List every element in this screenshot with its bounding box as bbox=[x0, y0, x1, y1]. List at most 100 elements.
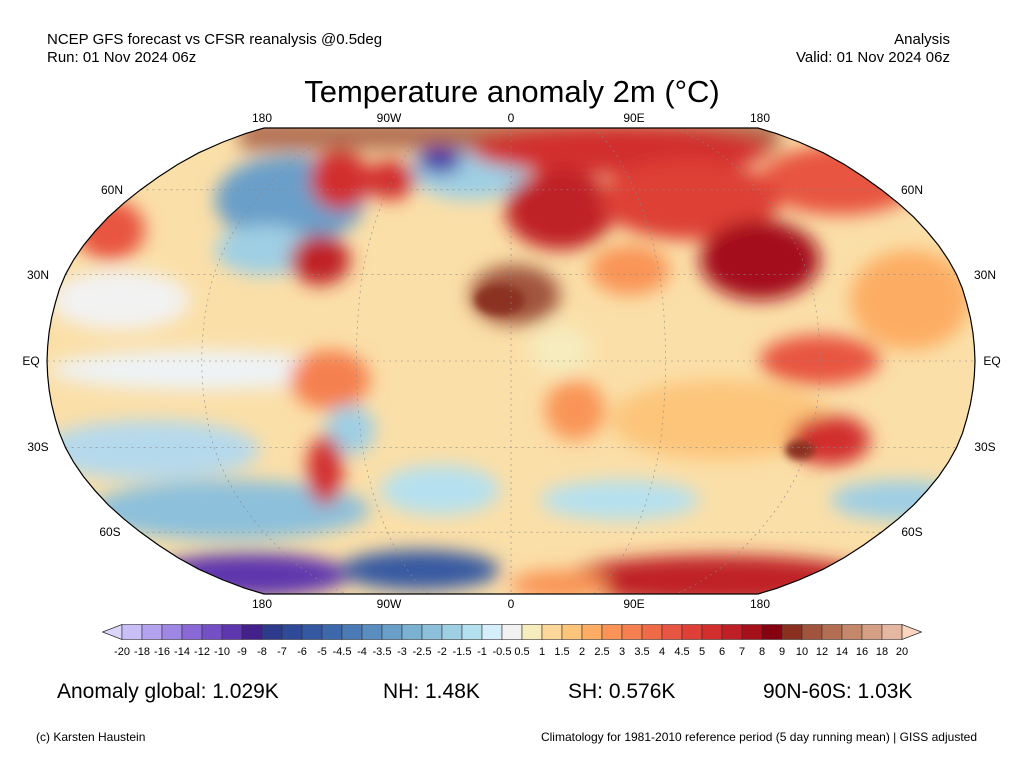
lat-label-left: 30S bbox=[27, 440, 49, 454]
colorbar-tick-label: 2 bbox=[578, 646, 586, 658]
analysis-label: Analysis bbox=[894, 31, 950, 48]
colorbar-tick-label: -9 bbox=[237, 646, 247, 658]
colorbar-tick-label: -10 bbox=[214, 646, 230, 658]
colorbar-tick-label: -8 bbox=[257, 646, 267, 658]
colorbar-swatch bbox=[181, 624, 203, 640]
colorbar-swatch bbox=[321, 624, 343, 640]
global-anomaly: Anomaly global: 1.029K bbox=[57, 680, 279, 703]
colorbar-swatch bbox=[581, 624, 603, 640]
colorbar-tick-label: 5 bbox=[698, 646, 706, 658]
lon-label-bottom: 180 bbox=[749, 597, 771, 611]
colorbar bbox=[102, 624, 922, 640]
meridian-line bbox=[201, 128, 347, 594]
colorbar-swatch bbox=[121, 624, 143, 640]
map-outline bbox=[46, 127, 976, 595]
colorbar-tick-label: -1.5 bbox=[452, 646, 472, 658]
lat-label-left: 60N bbox=[100, 183, 124, 197]
lat-label-right: 60S bbox=[901, 525, 923, 539]
colorbar-swatch bbox=[701, 624, 723, 640]
colorbar-tick-label: 1 bbox=[538, 646, 546, 658]
lon-label-top: 180 bbox=[749, 111, 771, 125]
band-anomaly: 90N-60S: 1.03K bbox=[763, 680, 913, 703]
colorbar-tick-label: 0.5 bbox=[514, 646, 530, 658]
colorbar-swatch bbox=[161, 624, 183, 640]
colorbar-swatch bbox=[621, 624, 643, 640]
page-title: Temperature anomaly 2m (°C) bbox=[304, 74, 720, 109]
colorbar-swatch bbox=[721, 624, 743, 640]
colorbar-tick-label: -3 bbox=[397, 646, 407, 658]
colorbar-swatch bbox=[841, 624, 863, 640]
lon-label-bottom: 0 bbox=[507, 597, 515, 611]
colorbar-tick-label: -5 bbox=[317, 646, 327, 658]
lon-label-bottom: 180 bbox=[251, 597, 273, 611]
lon-label-top: 90E bbox=[623, 111, 645, 125]
nh-anomaly: NH: 1.48K bbox=[383, 680, 480, 703]
colorbar-tick-label: -1 bbox=[477, 646, 487, 658]
colorbar-swatch bbox=[601, 624, 623, 640]
lon-label-bottom: 90E bbox=[623, 597, 645, 611]
colorbar-over-triangle bbox=[901, 624, 922, 640]
graticule-lines bbox=[47, 128, 975, 594]
lon-label-top: 90W bbox=[376, 111, 402, 125]
colorbar-tick-label: -20 bbox=[114, 646, 130, 658]
colorbar-tick-label: -2 bbox=[437, 646, 447, 658]
colorbar-swatch bbox=[681, 624, 703, 640]
model-description: NCEP GFS forecast vs CFSR reanalysis @0.… bbox=[47, 31, 383, 48]
lon-label-bottom: 90W bbox=[376, 597, 402, 611]
colorbar-swatch bbox=[801, 624, 823, 640]
colorbar-swatch bbox=[361, 624, 383, 640]
colorbar-tick-label: 6 bbox=[718, 646, 726, 658]
colorbar-tick-label: -14 bbox=[174, 646, 190, 658]
colorbar-swatch bbox=[881, 624, 903, 640]
colorbar-swatch bbox=[241, 624, 263, 640]
colorbar-tick-label: -18 bbox=[134, 646, 150, 658]
colorbar-swatch bbox=[421, 624, 443, 640]
lat-label-right: EQ bbox=[983, 354, 1001, 368]
colorbar-swatch bbox=[381, 624, 403, 640]
colorbar-tick-label: 2.5 bbox=[594, 646, 610, 658]
colorbar-swatch bbox=[861, 624, 883, 640]
colorbar-swatch bbox=[261, 624, 283, 640]
lat-label-left: 30N bbox=[26, 268, 50, 282]
colorbar-tick-label: 16 bbox=[855, 646, 869, 658]
colorbar-tick-label: -6 bbox=[297, 646, 307, 658]
colorbar-swatch bbox=[541, 624, 563, 640]
colorbar-tick-label: -16 bbox=[154, 646, 170, 658]
colorbar-tick-label: 1.5 bbox=[554, 646, 570, 658]
world-map bbox=[46, 127, 976, 595]
sh-anomaly: SH: 0.576K bbox=[568, 680, 676, 703]
lat-label-left: EQ bbox=[22, 354, 40, 368]
lat-label-right: 30N bbox=[973, 268, 997, 282]
colorbar-swatch bbox=[301, 624, 323, 640]
colorbar-swatch bbox=[761, 624, 783, 640]
colorbar-swatch bbox=[481, 624, 503, 640]
colorbar-tick-label: -0.5 bbox=[492, 646, 512, 658]
colorbar-tick-label: -7 bbox=[277, 646, 287, 658]
colorbar-tick-label: 7 bbox=[738, 646, 746, 658]
colorbar-swatch bbox=[561, 624, 583, 640]
colorbar-swatch bbox=[501, 624, 523, 640]
colorbar-tick-label: 4.5 bbox=[674, 646, 690, 658]
anomaly-field bbox=[47, 128, 975, 594]
colorbar-swatch bbox=[201, 624, 223, 640]
colorbar-tick-label: 9 bbox=[778, 646, 786, 658]
colorbar-under-triangle bbox=[102, 624, 123, 640]
colorbar-swatch bbox=[821, 624, 843, 640]
colorbar-tick-label: 20 bbox=[895, 646, 909, 658]
colorbar-swatch bbox=[221, 624, 243, 640]
colorbar-swatch bbox=[521, 624, 543, 640]
colorbar-swatch bbox=[141, 624, 163, 640]
lat-label-right: 30S bbox=[974, 440, 996, 454]
colorbar-tick-label: -4.5 bbox=[332, 646, 352, 658]
colorbar-swatch bbox=[641, 624, 663, 640]
climatology-note: Climatology for 1981-2010 reference peri… bbox=[540, 730, 977, 744]
colorbar-tick-label: -3.5 bbox=[372, 646, 392, 658]
colorbar-tick-label: -12 bbox=[194, 646, 210, 658]
colorbar-tick-label: 18 bbox=[875, 646, 889, 658]
colorbar-tick-label: 10 bbox=[795, 646, 809, 658]
colorbar-swatch bbox=[781, 624, 803, 640]
credit: (c) Karsten Haustein bbox=[36, 730, 146, 744]
valid-time: Valid: 01 Nov 2024 06z bbox=[796, 49, 950, 66]
colorbar-swatch bbox=[341, 624, 363, 640]
